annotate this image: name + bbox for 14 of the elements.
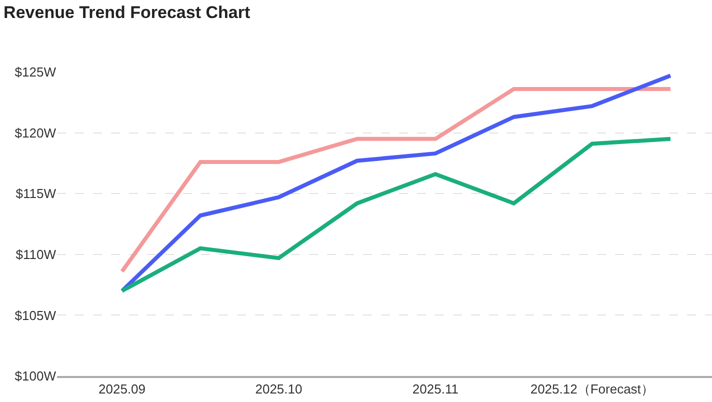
x-tick-label: 2025.11 [412, 382, 458, 397]
line-series [120, 74, 672, 293]
x-tick-label: 2025.12（Forecast） [530, 382, 654, 397]
y-tick-label: $115W [16, 186, 57, 202]
x-tick-label: 2025.10 [255, 382, 302, 397]
chart-title: Revenue Trend Forecast Chart [4, 2, 250, 22]
y-tick-label: $125W [14, 64, 57, 80]
y-tick-label: $100W [14, 368, 57, 384]
y-tick-label: $105W [14, 308, 57, 323]
y-tick-label: $110W [16, 246, 57, 262]
x-tick-label: 2025.09 [98, 382, 146, 397]
y-tick-label: $120W [14, 125, 57, 140]
line-series [120, 136, 672, 293]
line-series [120, 87, 672, 274]
